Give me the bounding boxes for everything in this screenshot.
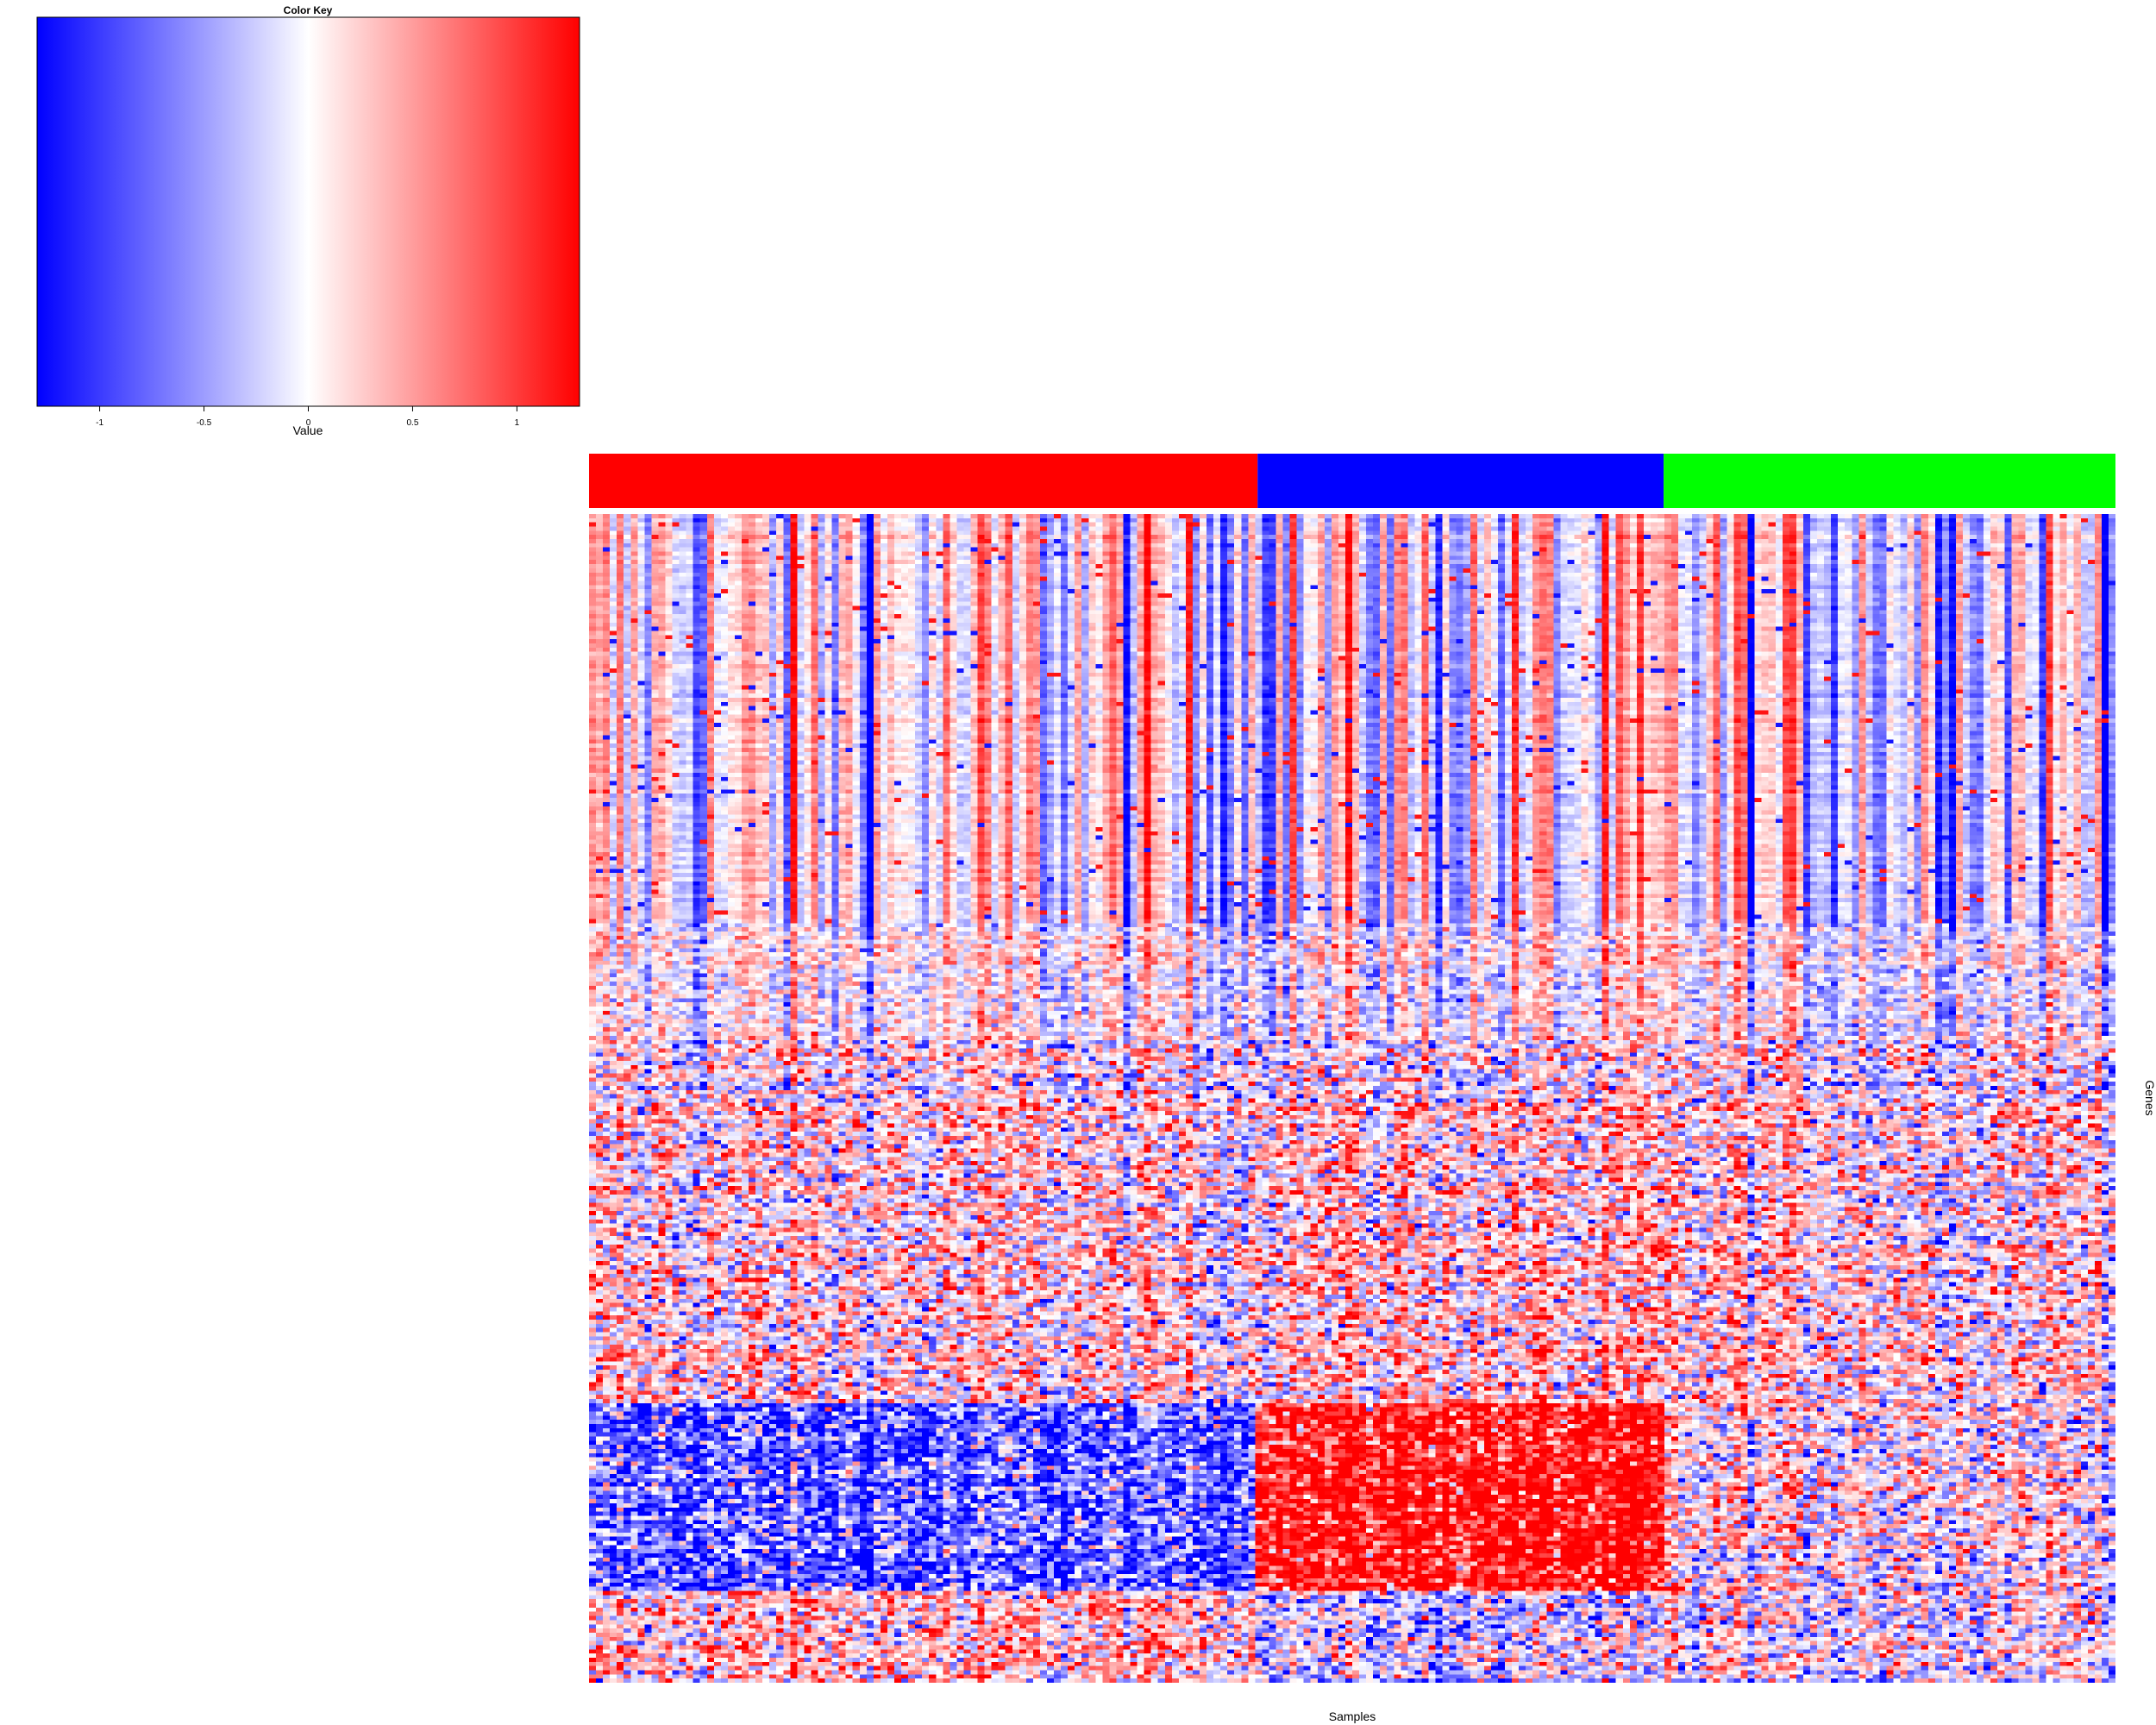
column-group-1 xyxy=(589,454,1258,508)
column-group-3 xyxy=(1664,454,2115,508)
color-key-tick-label: -1 xyxy=(96,418,103,428)
y-axis-label: Genes xyxy=(2143,1080,2156,1115)
color-key-tick-label: 0 xyxy=(306,418,311,428)
heatmap-cells xyxy=(589,514,2115,1683)
x-axis-label: Samples xyxy=(1329,1709,1376,1723)
column-group-2 xyxy=(1257,454,1664,508)
color-key-tick-label: 0.5 xyxy=(407,418,419,428)
color-key-tick-label: -0.5 xyxy=(197,418,212,428)
color-key-title: Color Key xyxy=(284,4,333,16)
color-key-axis: -1 -0.5 0 0.5 1 xyxy=(96,405,520,428)
heatmap-body xyxy=(589,514,2115,1683)
color-key: Color Key -1 -0.5 0 0.5 1 Value xyxy=(36,4,580,437)
column-side-colors xyxy=(589,454,2115,508)
color-key-tick-label: 1 xyxy=(515,418,520,428)
color-key-gradient xyxy=(36,16,580,407)
color-key-xlabel: Value xyxy=(293,423,323,437)
